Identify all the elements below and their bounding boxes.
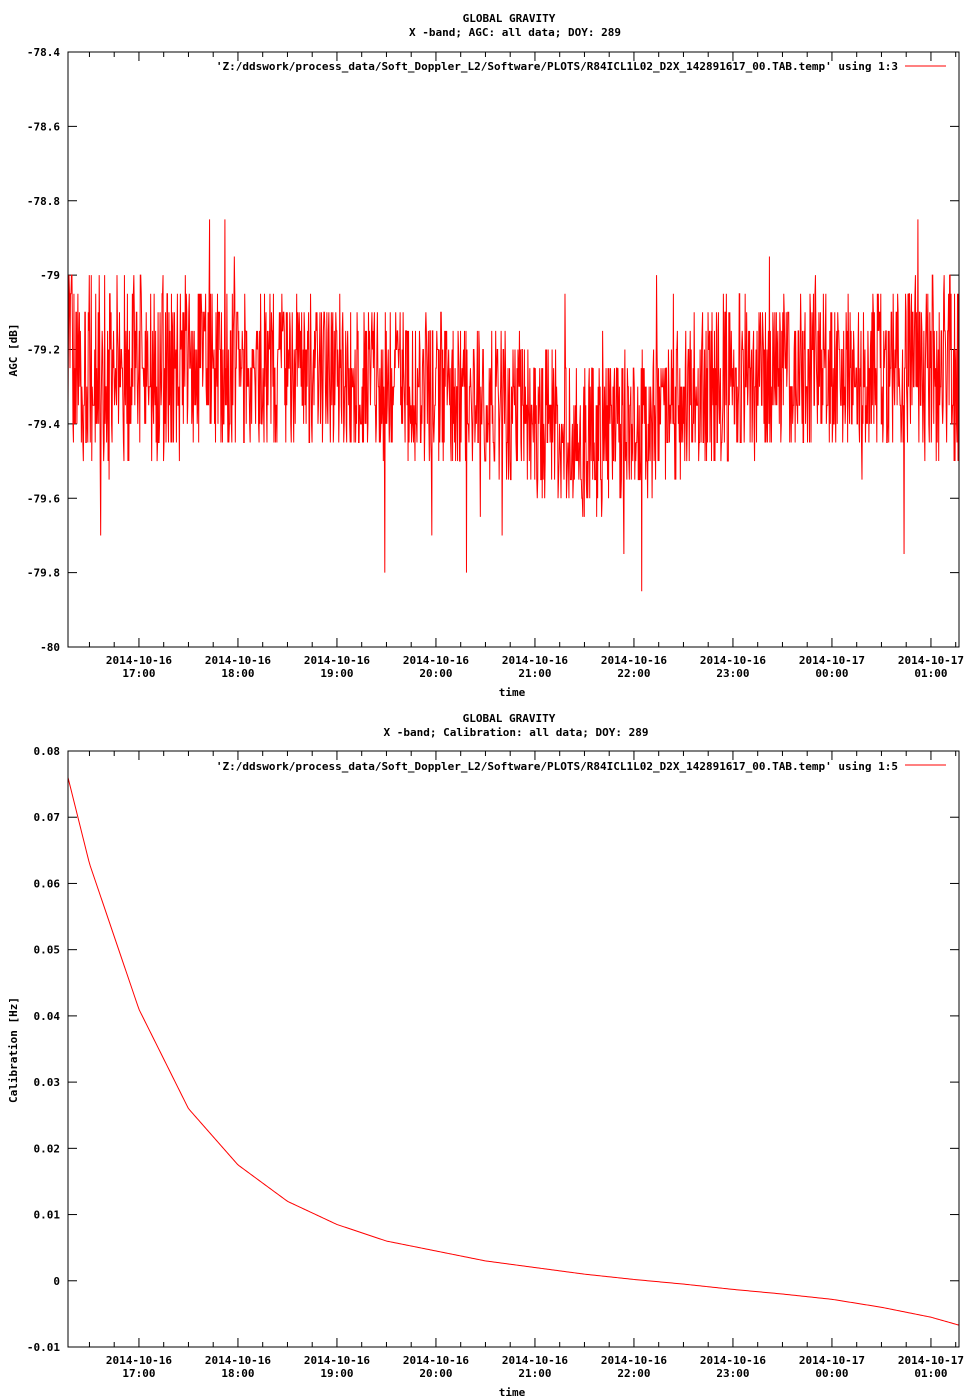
x-tick-date-label: 2014-10-16 [700, 654, 767, 667]
x-tick-time-label: 20:00 [419, 1367, 452, 1380]
x-tick-time-label: 18:00 [221, 1367, 254, 1380]
agc-chart-subtitle: X -band; AGC: all data; DOY: 289 [409, 26, 621, 39]
y-tick-label: -78.6 [27, 120, 60, 133]
y-tick-label: 0 [53, 1275, 60, 1288]
y-tick-label: -79.2 [27, 344, 60, 357]
x-tick-date-label: 2014-10-16 [106, 1354, 173, 1367]
x-tick-time-label: 18:00 [221, 667, 254, 680]
x-tick-date-label: 2014-10-16 [304, 1354, 371, 1367]
y-tick-label: 0.07 [34, 811, 61, 824]
x-tick-time-label: 01:00 [914, 667, 947, 680]
x-tick-time-label: 21:00 [518, 1367, 551, 1380]
x-tick-time-label: 20:00 [419, 667, 452, 680]
agc-ticks: -78.4 -78.6 -78.8 -79 -79.2 -79.4 -79.6 -79.8 -8… [27, 46, 964, 680]
x-tick-time-label: 19:00 [320, 1367, 353, 1380]
x-tick-date-label: 2014-10-17 [799, 654, 865, 667]
x-tick-time-label: 23:00 [716, 667, 749, 680]
agc-series-line [67, 219, 960, 592]
y-tick-label: 0.03 [34, 1076, 61, 1089]
x-tick-time-label: 00:00 [815, 1367, 848, 1380]
x-tick-date-label: 2014-10-16 [700, 1354, 767, 1367]
x-tick-date-label: 2014-10-17 [898, 1354, 964, 1367]
calibration-chart: GLOBAL GRAVITY X -band; Calibration: all… [7, 712, 964, 1399]
y-tick-label: -79.6 [27, 492, 60, 505]
calibration-chart-title: GLOBAL GRAVITY [463, 712, 556, 725]
y-tick-label: 0.04 [34, 1010, 61, 1023]
y-tick-label: 0.08 [34, 745, 61, 758]
x-tick-time-label: 17:00 [122, 1367, 155, 1380]
agc-x-axis-label: time [499, 686, 526, 699]
x-tick-time-label: 01:00 [914, 1367, 947, 1380]
agc-chart-title: GLOBAL GRAVITY [463, 12, 556, 25]
x-tick-date-label: 2014-10-16 [106, 654, 173, 667]
calibration-ticks: 0.08 0.07 0.06 0.05 0.04 0.03 0.02 0.01 0 -0.01 20… [27, 745, 964, 1380]
calibration-series-line [67, 777, 960, 1326]
y-tick-label: -78.8 [27, 195, 60, 208]
y-tick-label: 0.01 [34, 1209, 61, 1222]
y-tick-label: 0.06 [34, 877, 61, 890]
x-tick-time-label: 00:00 [815, 667, 848, 680]
y-tick-label: -80 [40, 641, 60, 654]
x-tick-time-label: 22:00 [617, 1367, 650, 1380]
calibration-legend-label: 'Z:/ddswork/process_data/Soft_Doppler_L2… [216, 760, 898, 773]
y-tick-label: -79.4 [27, 418, 60, 431]
x-tick-time-label: 17:00 [122, 667, 155, 680]
calibration-plot-frame [67, 750, 960, 1348]
y-tick-label: -79 [40, 269, 60, 282]
agc-y-axis-label: AGC [dB] [7, 324, 20, 377]
x-tick-date-label: 2014-10-16 [205, 654, 272, 667]
x-tick-time-label: 22:00 [617, 667, 650, 680]
x-tick-date-label: 2014-10-16 [502, 654, 569, 667]
agc-plot-frame [67, 51, 960, 648]
x-tick-time-label: 21:00 [518, 667, 551, 680]
x-tick-date-label: 2014-10-16 [601, 1354, 668, 1367]
x-tick-date-label: 2014-10-16 [304, 654, 371, 667]
y-tick-label: 0.02 [34, 1142, 61, 1155]
x-tick-date-label: 2014-10-17 [898, 654, 964, 667]
y-tick-label: -79.8 [27, 567, 60, 580]
x-tick-date-label: 2014-10-16 [502, 1354, 569, 1367]
agc-chart: GLOBAL GRAVITY X -band; AGC: all data; D… [7, 12, 964, 699]
x-tick-time-label: 23:00 [716, 1367, 749, 1380]
x-tick-date-label: 2014-10-16 [403, 1354, 470, 1367]
x-tick-date-label: 2014-10-17 [799, 1354, 865, 1367]
calibration-y-axis-label: Calibration [Hz] [7, 997, 20, 1103]
x-tick-date-label: 2014-10-16 [205, 1354, 272, 1367]
x-tick-time-label: 19:00 [320, 667, 353, 680]
agc-legend-label: 'Z:/ddswork/process_data/Soft_Doppler_L2… [216, 60, 898, 73]
y-tick-label: 0.05 [34, 944, 61, 957]
calibration-chart-subtitle: X -band; Calibration: all data; DOY: 289 [384, 726, 649, 739]
y-tick-label: -78.4 [27, 46, 60, 59]
y-tick-label: -0.01 [27, 1341, 60, 1354]
x-tick-date-label: 2014-10-16 [601, 654, 668, 667]
x-tick-date-label: 2014-10-16 [403, 654, 470, 667]
calibration-x-axis-label: time [499, 1386, 526, 1399]
